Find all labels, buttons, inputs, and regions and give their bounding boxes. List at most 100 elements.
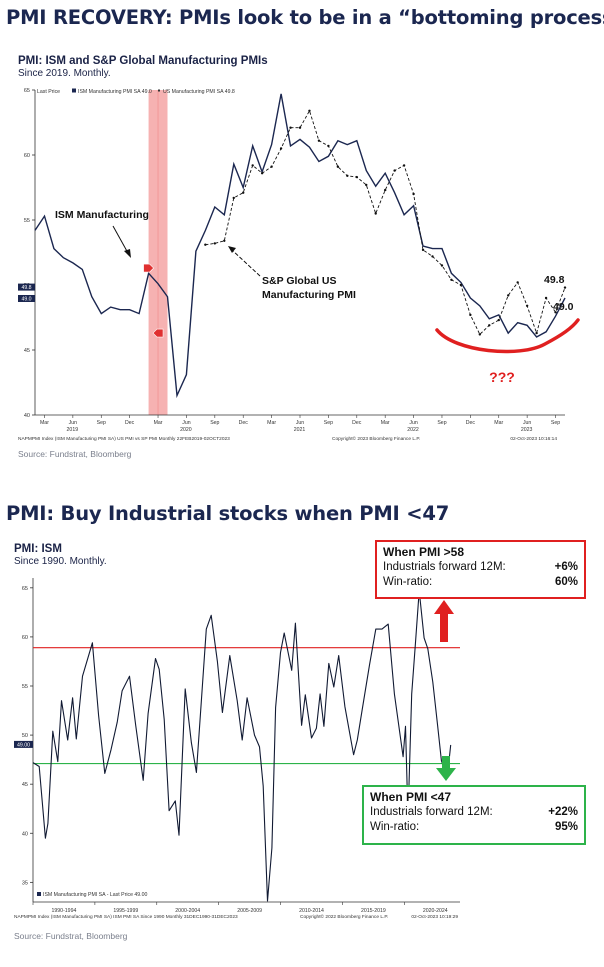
spg-data-point [563,286,567,289]
spg-data-point [308,109,311,113]
callout-pmi-below-47: When PMI <47 Industrials forward 12M: +22… [362,785,586,845]
chart2-y-tick-label: 65 [22,586,28,592]
spg-data-point [289,126,292,129]
covid-arrow-marker [152,328,164,338]
axis-value-tag [14,740,33,748]
spg-data-point [213,242,217,245]
spg-data-point [544,296,548,300]
spg-data-point [507,294,510,297]
spg-data-point [355,175,358,179]
spg-data-point [431,255,434,258]
spg-data-point [393,169,396,172]
chart1-x-tick-label: Sep [437,420,446,426]
chart1-x-tick-label: Dec [125,420,135,426]
spg-data-point [497,318,500,322]
axis-value-tag-ism [18,295,35,302]
chart1-x-tick-label: Mar [381,420,390,426]
chart1-x-tick-label: Jun [182,420,190,426]
axis-value-label-spg: 49.8 [21,285,31,291]
spg-data-point [554,311,557,314]
chart2-subtitle: Since 1990. Monthly. [14,556,107,567]
spg-data-point [459,283,463,287]
chart2-y-tick-label: 35 [22,880,28,886]
spg-data-point [383,188,387,192]
chart1-legend-spg: US Manufacturing PMI SA 49.8 [163,89,235,95]
chart1-title: PMI: ISM and S&P Global Manufacturing PM… [18,55,268,67]
row-label: Industrials forward 12M: [383,561,506,573]
chart1-x-tick-label: Sep [210,420,219,426]
chart2-y-tick-label: 60 [22,635,28,641]
chart1-y-tick-label: 60 [24,153,30,159]
chart2-y-tick-label: 40 [22,831,28,837]
spg-data-point [469,313,472,317]
red-arrow-shaft [440,612,448,642]
row-label: Win-ratio: [383,576,433,588]
annotation-question-marks: ??? [489,369,515,385]
spg-data-point [223,239,226,242]
annotation-ism-arrowhead [124,249,131,258]
spg-data-point [525,304,529,307]
axis-value-tag-spg [18,283,35,291]
chart2-y-tick-label: 45 [22,782,28,788]
annotation-spg-arrowhead [228,246,236,253]
spg-data-point [232,196,235,200]
chart1-x-tick-label: Mar [154,420,163,426]
spg-data-point [488,324,491,327]
callout-below-row-forward: Industrials forward 12M: +22% [370,805,578,820]
chart1-x-tick-label: Sep [551,420,560,426]
axis-value-label: 49.00 [17,742,30,748]
annotation-ism-arrow-line [112,225,129,254]
annotation-ism-manufacturing: ISM Manufacturing [55,209,149,221]
chart1-y-tick-label: 55 [24,218,30,224]
green-down-arrow-head [436,768,456,781]
series-line-ism-history [32,590,452,902]
chart2-title: PMI: ISM [14,543,62,555]
chart1-y-tick-label: 45 [24,348,30,354]
end-label-ism: 49.0 [553,301,574,313]
chart1-x-tick-label: Dec [239,420,249,426]
chart1-x-tick-label: Jun [69,420,77,426]
green-arrow-shaft [442,756,450,770]
chart2-x-tick-label: 2005-2009 [237,908,262,914]
chart1-x-tick-label: Jun [296,420,304,426]
chart1-x-tick-label: Jun [523,420,531,426]
chart1-footnote-right: 02-Oct-2023 10:16:14 [510,436,557,442]
headline-pmi-recovery: PMI RECOVERY: PMIs look to be in a “bott… [6,6,604,29]
spg-data-point [478,333,482,336]
chart1-svg: 404550556065MarJunSepDecMarJunSepDecMarJ… [18,88,580,442]
chart2-x-tick-label: 2000-2004 [175,908,200,914]
chart1-year-label: 2020 [180,427,192,433]
chart2-footnote-right: 02-Oct-2023 10:19:29 [411,914,458,920]
chart1-legend-ism: ISM Manufacturing PMI SA 49.0 [78,89,152,95]
callout-below-row-winratio: Win-ratio: 95% [370,820,578,835]
chart1-x-tick-label: Dec [466,420,476,426]
spg-data-point [450,278,453,281]
spg-data-point [336,165,340,168]
chart1-x-tick-label: Sep [324,420,333,426]
chart1-legend-prefix: Last Price [37,89,60,95]
annotation-spg-line2: Manufacturing PMI [262,289,356,301]
callout-below-title: When PMI <47 [370,790,452,804]
spg-data-point [242,191,245,194]
chart2-x-tick-label: 2010-2014 [299,908,324,914]
spg-data-point [421,248,425,252]
chart1-y-tick-label: 65 [24,88,30,94]
spg-data-point [298,126,302,129]
chart1-x-tick-label: Dec [352,420,362,426]
spg-data-point [260,172,264,175]
chart1-footnote-left: NAPMPMI Index (ISM Manufacturing PMI SA)… [18,436,230,442]
chart2-footnote-left: NAPMPMI Index (ISM Manufacturing PMI SA)… [14,914,238,920]
chart1-x-tick-label: Mar [267,420,276,426]
callout-pmi-above-58: When PMI >58 Industrials forward 12M: +6%… [375,540,586,599]
chart2-x-tick-label: 1995-1999 [113,908,138,914]
series-line-spg [205,109,566,336]
headline-buy-industrials: PMI: Buy Industrial stocks when PMI <47 [6,502,450,525]
spg-data-point [516,281,519,284]
chart1-year-label: 2019 [67,427,79,433]
chart1-y-tick-label: 40 [24,413,30,419]
callout-above-title: When PMI >58 [383,545,465,559]
end-label-spg: 49.8 [544,274,565,286]
spg-data-point [412,192,415,196]
chart1-x-tick-label: Mar [40,420,49,426]
spg-data-point [251,164,254,167]
